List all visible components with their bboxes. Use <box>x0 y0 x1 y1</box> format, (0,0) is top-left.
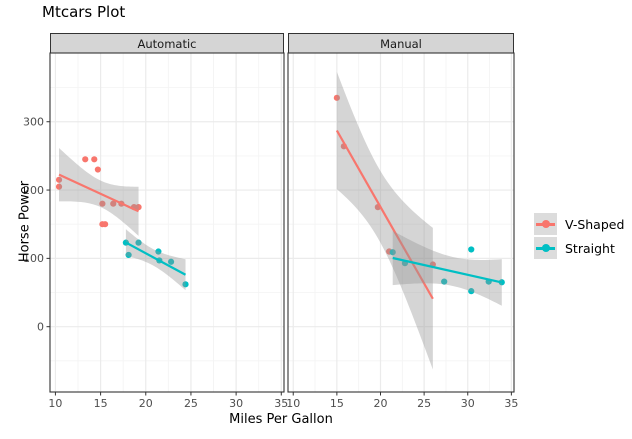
x-tick-label: 25 <box>184 397 198 410</box>
x-tick-label: 30 <box>461 397 475 410</box>
data-point <box>468 246 475 253</box>
panel-border <box>49 52 285 393</box>
x-tick-label: 10 <box>48 397 62 410</box>
data-point <box>135 204 142 211</box>
data-point <box>468 288 475 295</box>
regression-line <box>392 256 503 284</box>
facet-strip-label: Manual <box>380 36 422 51</box>
data-point <box>55 183 63 190</box>
legend-key-straight-icon <box>534 237 557 259</box>
panel-background <box>50 53 284 392</box>
panel-background <box>288 53 514 392</box>
regression-line <box>335 129 434 300</box>
data-point <box>167 258 175 265</box>
regression-line <box>125 241 187 276</box>
x-tick-label: 10 <box>286 397 300 410</box>
legend-entry-label: Straight <box>565 240 615 256</box>
legend-point-icon <box>541 244 550 252</box>
y-tick-label: 300 <box>23 116 44 129</box>
y-tick-label: 200 <box>23 184 44 197</box>
data-point <box>94 166 101 173</box>
data-point <box>333 94 340 101</box>
panel-border <box>287 52 515 393</box>
data-point <box>155 248 162 255</box>
y-axis-title: Horse Power <box>17 180 33 263</box>
x-tick-label: 20 <box>373 397 387 410</box>
data-point <box>135 239 142 246</box>
x-axis-title: Miles Per Gallon <box>229 412 333 427</box>
x-tick-label: 15 <box>94 397 108 410</box>
y-tick-label: 100 <box>23 252 44 265</box>
y-tick-label: 0 <box>37 320 44 333</box>
data-point <box>99 200 106 207</box>
legend: V-Shaped Straight <box>534 213 624 259</box>
data-point <box>125 251 132 259</box>
plot-title: Mtcars Plot <box>42 3 126 21</box>
data-point <box>110 200 117 207</box>
x-tick-label: 35 <box>504 397 518 410</box>
legend-key-vshaped-icon <box>534 213 557 235</box>
data-point <box>182 281 189 288</box>
facet-strip-label: Automatic <box>137 36 197 51</box>
legend-entry-label: V-Shaped <box>565 216 625 232</box>
data-point <box>55 176 63 183</box>
legend-entry-vshaped: V-Shaped <box>534 213 624 235</box>
x-tick-label: 20 <box>139 397 153 410</box>
data-point <box>441 278 448 285</box>
data-point <box>91 156 98 163</box>
x-tick-label: 25 <box>417 397 431 410</box>
x-tick-label: 35 <box>274 397 288 410</box>
data-point <box>82 156 89 163</box>
x-tick-label: 30 <box>229 397 243 410</box>
confidence-ribbon <box>336 71 433 370</box>
regression-line <box>58 173 140 213</box>
data-point <box>102 221 109 228</box>
confidence-ribbon <box>392 230 502 306</box>
x-tick-label: 15 <box>330 397 344 410</box>
data-point <box>389 249 396 256</box>
legend-entry-straight: Straight <box>534 237 624 259</box>
legend-point-icon <box>541 220 550 228</box>
